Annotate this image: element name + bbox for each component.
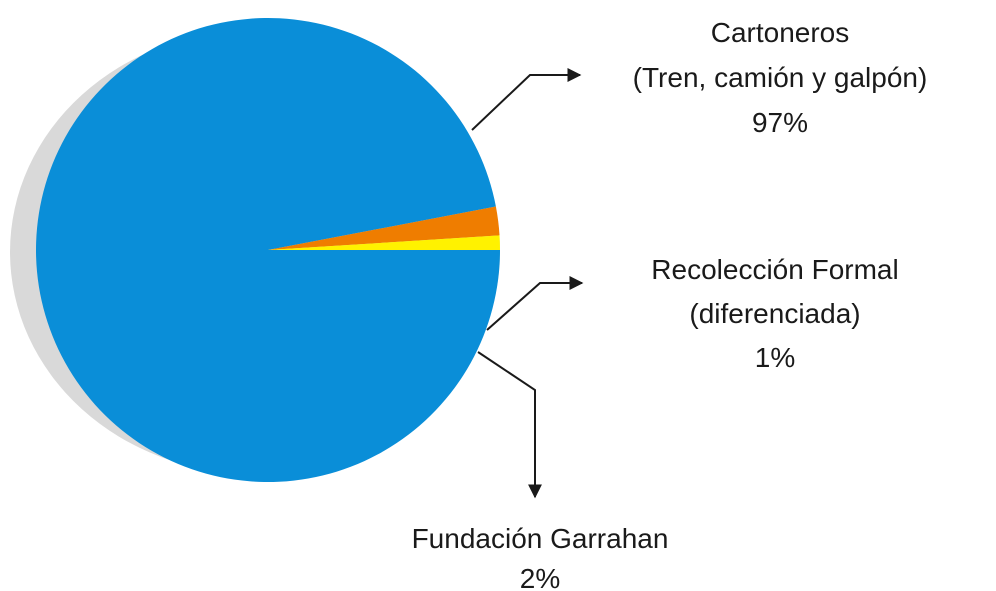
slice-label-cartoneros: Cartoneros — [711, 17, 850, 48]
slice-label-fundacion-garrahan: Fundación Garrahan — [412, 523, 669, 554]
pie-slice-cartoneros — [35, 18, 501, 483]
slice-value-recoleccion-formal: 1% — [755, 342, 795, 373]
slice-value-cartoneros: 97% — [752, 107, 808, 138]
slice-value-fundacion-garrahan: 2% — [520, 563, 560, 591]
leader-line-cartoneros — [471, 68, 582, 131]
pie-slice-fundacion-garrahan — [268, 206, 500, 250]
leader-line-fundacion-garrahan — [477, 351, 542, 499]
slice-sublabel-cartoneros: (Tren, camión y galpón) — [633, 62, 928, 93]
slice-sublabel-recoleccion-formal: (diferenciada) — [689, 298, 860, 329]
leader-line-recoleccion-formal — [486, 276, 584, 331]
pie-slice-recoleccion-formal — [268, 235, 500, 250]
pie-slices — [35, 18, 501, 483]
slice-label-recoleccion-formal: Recolección Formal — [651, 254, 898, 285]
